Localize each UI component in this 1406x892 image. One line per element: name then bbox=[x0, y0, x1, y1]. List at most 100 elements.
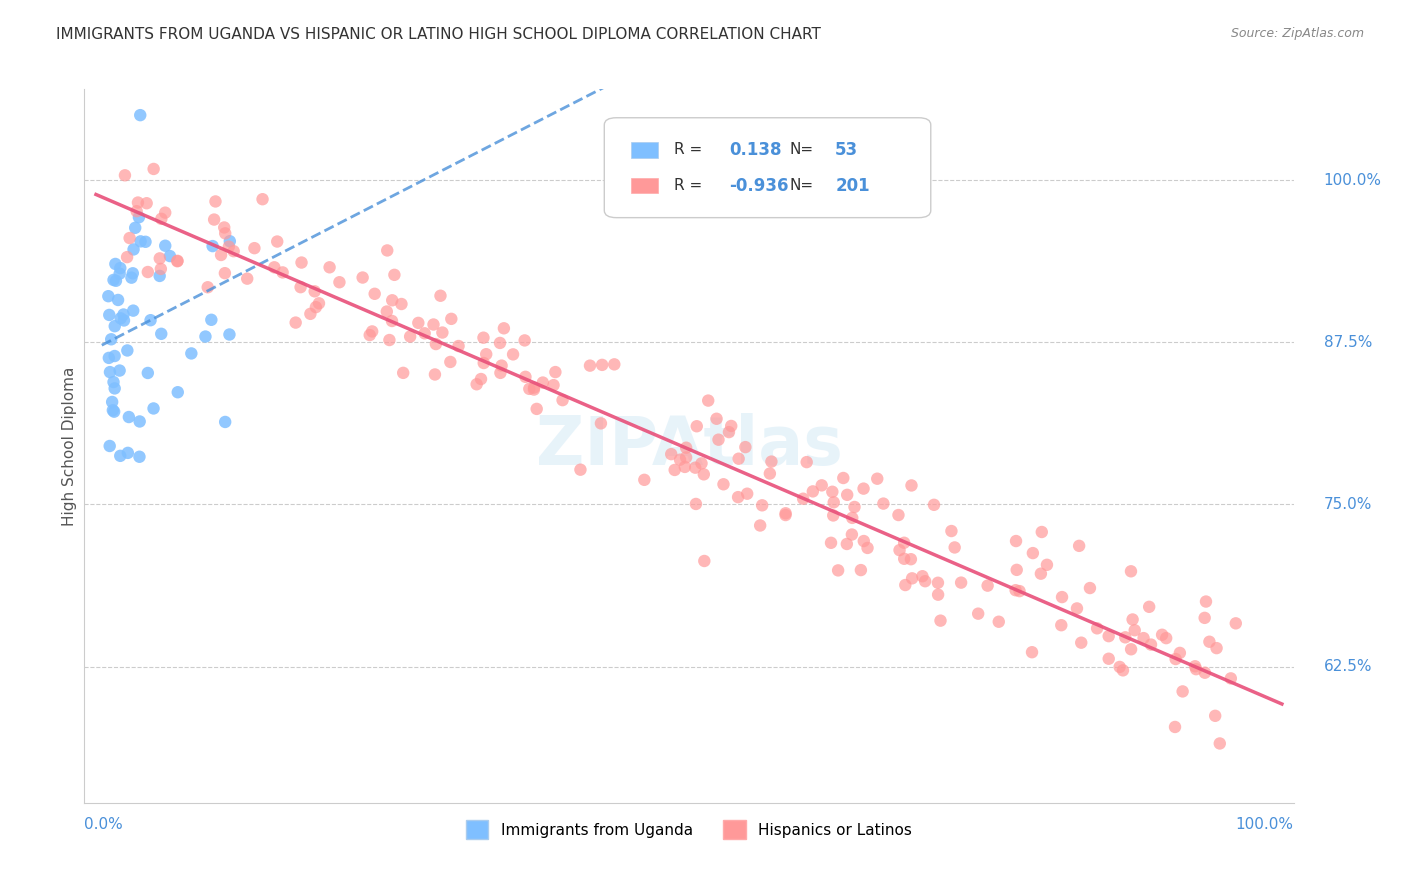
Point bbox=[1008, 584, 1031, 599]
Point bbox=[252, 192, 274, 206]
Point bbox=[352, 270, 374, 285]
Point bbox=[108, 363, 131, 377]
Point bbox=[1098, 651, 1121, 665]
Point bbox=[222, 244, 245, 259]
Point bbox=[1005, 563, 1028, 577]
Point bbox=[110, 311, 132, 326]
Point bbox=[465, 377, 488, 392]
Point bbox=[104, 349, 127, 363]
Point bbox=[1194, 611, 1216, 625]
Point bbox=[844, 500, 866, 514]
Point bbox=[134, 235, 156, 249]
Point bbox=[852, 482, 875, 496]
Point bbox=[440, 311, 463, 326]
Point bbox=[359, 328, 381, 343]
Point bbox=[1119, 642, 1142, 657]
Point bbox=[967, 607, 990, 621]
Point bbox=[391, 297, 413, 311]
Point bbox=[129, 108, 152, 122]
Point bbox=[1209, 736, 1232, 750]
Point bbox=[894, 578, 917, 592]
Point bbox=[810, 478, 832, 492]
Point bbox=[976, 579, 998, 593]
Point bbox=[429, 289, 451, 303]
Point bbox=[900, 478, 922, 492]
Point bbox=[118, 410, 141, 425]
Point bbox=[384, 268, 406, 282]
Point bbox=[1070, 635, 1092, 649]
Point bbox=[266, 235, 288, 249]
Point bbox=[101, 395, 124, 409]
Point bbox=[166, 254, 188, 268]
Point bbox=[399, 329, 422, 343]
Point bbox=[180, 346, 202, 360]
Point bbox=[531, 376, 554, 390]
Point bbox=[1137, 599, 1160, 614]
Point bbox=[735, 486, 758, 500]
Point bbox=[633, 473, 655, 487]
Point bbox=[263, 260, 285, 275]
Point bbox=[1112, 664, 1135, 678]
Point bbox=[375, 244, 398, 258]
Y-axis label: High School Diploma: High School Diploma bbox=[62, 367, 77, 525]
Text: 0.0%: 0.0% bbox=[84, 817, 124, 832]
Point bbox=[197, 280, 219, 294]
Point bbox=[423, 368, 446, 382]
Text: 201: 201 bbox=[835, 177, 870, 194]
Point bbox=[104, 319, 127, 334]
Text: 100.0%: 100.0% bbox=[1236, 817, 1294, 832]
Point bbox=[589, 417, 612, 431]
FancyBboxPatch shape bbox=[605, 118, 931, 218]
Point bbox=[98, 365, 121, 379]
Point bbox=[121, 266, 143, 280]
Point bbox=[361, 325, 384, 339]
Point bbox=[1184, 659, 1206, 673]
Point bbox=[166, 253, 188, 268]
Point bbox=[515, 369, 537, 384]
Point bbox=[1140, 638, 1163, 652]
Point bbox=[551, 393, 574, 408]
Point bbox=[236, 271, 259, 285]
Point bbox=[1031, 524, 1053, 539]
Legend: Immigrants from Uganda, Hispanics or Latinos: Immigrants from Uganda, Hispanics or Lat… bbox=[460, 814, 918, 845]
Point bbox=[686, 419, 709, 434]
Point bbox=[107, 293, 129, 307]
Point bbox=[489, 366, 512, 380]
Point bbox=[821, 484, 844, 499]
Point bbox=[759, 467, 782, 481]
Point bbox=[837, 488, 859, 502]
Point bbox=[97, 289, 120, 303]
Point bbox=[413, 326, 436, 341]
Point bbox=[893, 551, 915, 566]
Point bbox=[727, 451, 749, 466]
Point bbox=[122, 243, 145, 257]
Point bbox=[693, 554, 716, 568]
Point bbox=[796, 455, 818, 469]
Point bbox=[129, 235, 152, 249]
Point bbox=[150, 211, 173, 226]
Point bbox=[751, 498, 773, 512]
Point bbox=[1205, 641, 1227, 656]
Point bbox=[204, 194, 226, 209]
Point bbox=[271, 265, 294, 279]
Point bbox=[693, 467, 716, 482]
Point bbox=[200, 313, 222, 327]
Point bbox=[761, 454, 783, 468]
Point bbox=[243, 241, 266, 255]
Point bbox=[122, 303, 145, 318]
Point bbox=[120, 270, 142, 285]
Point bbox=[579, 359, 602, 373]
Point bbox=[104, 274, 127, 288]
Point bbox=[218, 234, 240, 248]
Point bbox=[717, 425, 740, 439]
Text: 75.0%: 75.0% bbox=[1324, 497, 1372, 512]
Point bbox=[125, 204, 148, 219]
Point bbox=[363, 286, 385, 301]
Point bbox=[801, 484, 824, 499]
Point bbox=[775, 506, 797, 520]
Point bbox=[1122, 612, 1144, 626]
Point bbox=[502, 347, 524, 361]
Point bbox=[1005, 534, 1028, 549]
Point bbox=[472, 331, 495, 345]
Point bbox=[673, 459, 696, 474]
